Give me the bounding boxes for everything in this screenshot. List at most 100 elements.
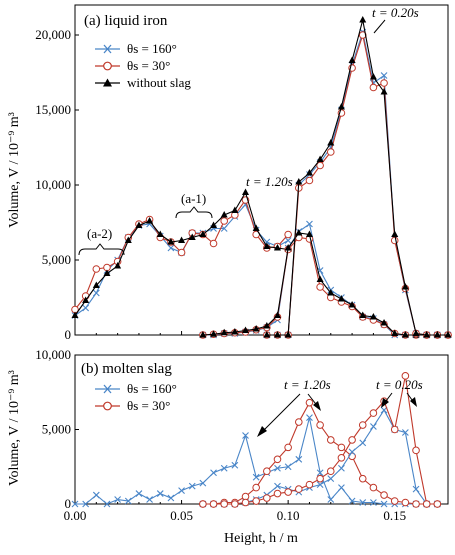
data-point — [220, 328, 228, 336]
series-theta30-1 — [199, 398, 442, 508]
panel-b-molten-slag: 0 5,000 10,000 0.00 0.05 0.10 0.15 (b) molten … — [7, 347, 449, 546]
series-without_slag-2 — [71, 188, 292, 318]
data-point — [92, 265, 101, 273]
data-point — [370, 499, 377, 506]
data-point — [359, 499, 367, 506]
data-point — [316, 481, 324, 489]
data-point — [263, 242, 271, 249]
panel-b-label: (b) molten slag — [81, 361, 172, 377]
data-point — [242, 432, 249, 439]
data-point — [412, 500, 420, 508]
data-point — [369, 83, 378, 92]
legend-a-theta160: θs = 160° — [95, 41, 177, 56]
series-theta30-3 — [199, 372, 442, 508]
data-point — [92, 289, 100, 297]
data-point — [305, 480, 314, 489]
data-point — [135, 490, 143, 497]
annotation-a-2: (a-2) — [87, 226, 112, 241]
data-point — [359, 439, 367, 447]
data-point — [156, 490, 164, 497]
data-point — [188, 482, 196, 490]
data-point — [390, 425, 399, 434]
data-point — [337, 295, 345, 302]
data-point — [433, 331, 441, 338]
data-point — [316, 161, 324, 170]
data-point — [242, 188, 250, 195]
series-line — [74, 203, 289, 316]
data-point — [284, 237, 292, 244]
data-point — [284, 244, 292, 251]
annotation-a-2-brace — [78, 243, 125, 256]
annotation-a-t020-arrow — [373, 19, 386, 34]
panel-a-frame — [74, 4, 449, 336]
panel-b-xlabel: Height, h / m — [224, 531, 298, 546]
data-point — [210, 469, 217, 477]
panel-a-legend: θs = 160° θs = 30° without slag — [95, 41, 191, 90]
data-point — [71, 500, 79, 508]
data-point — [231, 461, 239, 469]
data-point — [316, 275, 324, 282]
y-tick-label: 20,000 — [35, 27, 71, 42]
data-point — [199, 500, 207, 508]
panel-a-series — [71, 16, 452, 339]
data-point — [412, 446, 420, 455]
data-point — [284, 230, 292, 239]
panel-b-ylabel: Volume, V / 10⁻⁹ m³ — [7, 370, 22, 486]
annotation-a-t020: t = 0.20s — [372, 5, 419, 20]
data-point — [241, 498, 250, 507]
data-point — [242, 326, 250, 333]
data-point — [210, 330, 218, 337]
data-point — [199, 331, 207, 338]
data-point — [348, 448, 356, 456]
data-point — [401, 429, 409, 436]
y-tick-label: 5,000 — [42, 422, 71, 437]
data-point — [220, 500, 228, 508]
data-point — [82, 304, 90, 312]
data-point — [348, 436, 356, 444]
data-point — [177, 248, 186, 257]
data-point — [92, 281, 100, 288]
data-point — [401, 498, 410, 507]
data-point — [391, 230, 399, 237]
data-point — [316, 283, 324, 291]
data-point — [337, 454, 346, 462]
data-point — [220, 464, 228, 472]
data-point — [327, 289, 335, 296]
data-point — [422, 500, 431, 508]
data-point — [103, 269, 111, 276]
data-point — [82, 500, 90, 508]
data-point — [305, 230, 313, 237]
legend-b-theta160: θs = 160° — [95, 381, 177, 396]
data-point — [220, 211, 228, 218]
data-point — [369, 73, 377, 80]
data-point — [146, 496, 153, 503]
panel-a-label: (a) liquid iron — [84, 13, 168, 29]
data-point — [326, 436, 335, 444]
legend-a-theta160-text: θs = 160° — [127, 41, 177, 56]
data-point — [305, 398, 314, 407]
data-point — [316, 155, 324, 162]
data-point — [380, 72, 388, 79]
data-point — [306, 220, 313, 228]
data-point — [209, 500, 218, 508]
data-point — [327, 475, 335, 483]
data-point — [295, 455, 303, 463]
x-tick-label: 0.00 — [64, 508, 87, 523]
data-point — [305, 169, 313, 176]
data-point — [274, 482, 281, 490]
data-point — [284, 443, 292, 452]
series-without_slag-8 — [263, 16, 452, 338]
data-point — [273, 489, 282, 498]
data-point — [167, 494, 175, 502]
data-point — [188, 233, 196, 240]
data-point — [263, 331, 271, 338]
series-line — [266, 32, 448, 336]
data-point — [82, 296, 90, 303]
data-point — [326, 467, 335, 476]
y-tick-label: 15,000 — [35, 102, 71, 117]
annotation-b-t120-arrow-2-head — [313, 401, 321, 411]
data-point — [390, 497, 399, 505]
data-point — [167, 238, 175, 245]
data-point — [178, 236, 186, 243]
data-point — [391, 329, 399, 336]
